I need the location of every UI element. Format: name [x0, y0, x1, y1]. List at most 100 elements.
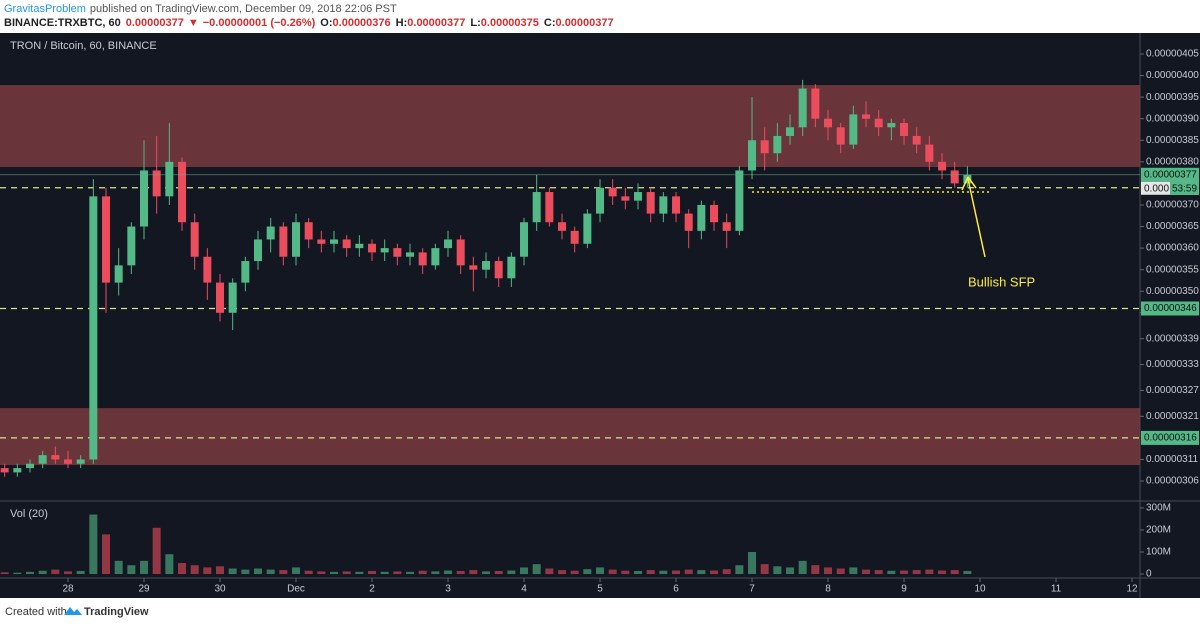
candle-body — [127, 226, 136, 266]
candle-body — [393, 248, 402, 257]
publisher[interactable]: GravitasProblem — [4, 3, 86, 15]
volume-title: Vol (20) — [10, 508, 48, 520]
volume-bar — [241, 569, 250, 575]
candle-body — [342, 239, 351, 249]
volume-bar — [26, 571, 35, 575]
ohlc-label: C: — [544, 17, 556, 29]
candle-body — [735, 170, 744, 231]
candle-body — [355, 243, 364, 249]
x-tick-label: 12 — [1126, 584, 1138, 595]
candle-body — [317, 239, 326, 244]
candle-body — [697, 204, 706, 231]
candle-body — [900, 123, 909, 136]
candle-body — [469, 265, 478, 270]
candle-body — [279, 226, 288, 257]
volume-bar — [697, 570, 706, 575]
last-price-box — [1141, 167, 1199, 182]
volume-bar — [254, 568, 263, 575]
candle-body — [140, 170, 149, 227]
candle-body — [292, 222, 301, 257]
x-tick-label: 6 — [673, 584, 679, 595]
annotation-arrow — [967, 178, 986, 258]
volume-bar — [469, 570, 478, 575]
volume-bar — [925, 569, 934, 575]
candle-body — [266, 226, 275, 240]
candle-body — [811, 88, 820, 119]
resistance-zone — [0, 85, 1140, 168]
candle-body — [165, 161, 174, 197]
ohlc-value: 0.00000376 — [333, 17, 391, 29]
volume-bar — [152, 527, 161, 575]
volume-tick-label: 300M — [1146, 503, 1171, 514]
x-tick-label: 30 — [214, 584, 226, 595]
volume-bar — [482, 571, 491, 575]
candle-body — [608, 187, 617, 197]
tradingview-logo — [64, 607, 82, 615]
ohlc-value: 0.00000375 — [481, 17, 539, 29]
volume-bar — [773, 566, 782, 575]
volume-bar — [190, 565, 199, 575]
candle-body — [152, 170, 161, 197]
x-tick-label: 5 — [597, 584, 603, 595]
volume-bar — [874, 570, 883, 575]
change: −0.00000001 (−0.26%) — [203, 17, 316, 29]
volume-bar — [203, 567, 212, 575]
volume-bar — [862, 569, 871, 575]
volume-bar — [722, 569, 731, 575]
volume-bar — [621, 570, 630, 575]
candle-body — [748, 140, 757, 171]
candle-body — [722, 222, 731, 231]
y-tick-label: 0.00000400 — [1146, 70, 1199, 81]
chart-title: TRON / Bitcoin, 60, BINANCE — [10, 40, 157, 52]
volume-bar — [456, 570, 465, 575]
volume-bar — [570, 570, 579, 575]
y-tick-label: 0.00000306 — [1146, 476, 1199, 487]
volume-bar — [532, 564, 541, 575]
volume-bar — [228, 568, 237, 575]
candle-body — [0, 468, 9, 473]
plot-area: Bullish SFP — [0, 79, 1140, 575]
level-label: 0.00000346 — [1144, 303, 1197, 314]
candle-body — [925, 144, 934, 162]
candle-body — [76, 459, 85, 464]
volume-bar — [292, 567, 301, 575]
volume-bar — [89, 514, 98, 575]
candle-body — [431, 248, 440, 266]
volume-bar — [127, 565, 136, 575]
volume-tick-label: 100M — [1146, 547, 1171, 558]
volume-bar — [178, 563, 187, 575]
volume-bar — [51, 569, 60, 575]
candle-body — [13, 468, 22, 473]
x-tick-label: 3 — [445, 584, 451, 595]
annotation: Bullish SFP — [968, 274, 1035, 289]
candle-body — [646, 192, 655, 214]
x-tick-label: 2 — [369, 584, 375, 595]
candle-body — [178, 161, 187, 223]
volume-bar — [355, 571, 364, 575]
footer-brand[interactable]: TradingView — [84, 606, 149, 618]
volume-bar — [342, 571, 351, 575]
volume-bar — [140, 560, 149, 575]
volume-bar — [317, 571, 326, 575]
candle-body — [456, 239, 465, 266]
y-tick-label: 0.00000339 — [1146, 333, 1199, 344]
candle-body — [634, 192, 643, 201]
candle-body — [520, 222, 529, 257]
y-tick-label: 0.00000355 — [1146, 264, 1199, 275]
footer: Created with — [5, 606, 67, 618]
volume-bar — [963, 570, 972, 575]
volume-bar — [431, 571, 440, 575]
volume-bar — [13, 572, 22, 575]
candle-body — [786, 127, 795, 136]
volume-bar — [330, 571, 339, 575]
volume-bar — [710, 570, 719, 575]
volume-bar — [266, 569, 275, 575]
y-tick-label: 0.00000311 — [1146, 454, 1199, 465]
candle-body — [532, 192, 541, 223]
x-tick-label: 4 — [521, 584, 527, 595]
ohlc-label: H: — [396, 17, 408, 29]
candle-body — [482, 261, 491, 270]
candle-body — [760, 140, 769, 154]
countdown-time: 53:59 — [1172, 183, 1197, 194]
